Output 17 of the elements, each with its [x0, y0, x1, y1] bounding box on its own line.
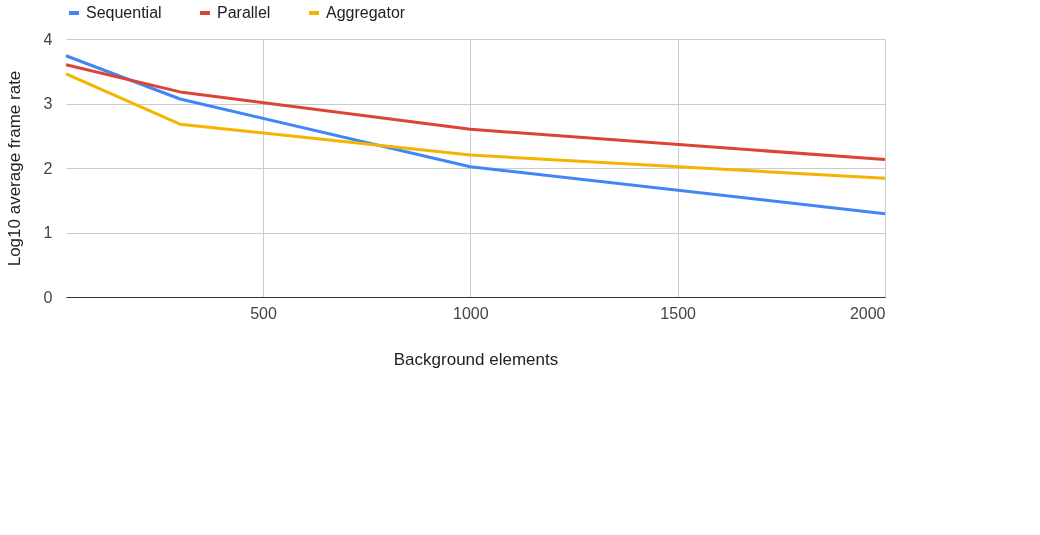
x-tick-label: 1500	[660, 304, 697, 322]
legend-label: Aggregator	[326, 4, 406, 21]
x-tick-label: 2000	[849, 304, 886, 322]
y-tick-label: 1	[43, 224, 53, 241]
line-series	[64, 54, 887, 216]
x-axis-title: Background elements	[393, 349, 559, 369]
y-tick-label: 2	[43, 159, 53, 177]
legend-label: Sequential	[86, 4, 162, 21]
x-tick-label: 500	[250, 304, 277, 322]
y-tick-label: 3	[43, 95, 53, 112]
y-tick-label: 4	[43, 30, 53, 48]
line-series	[64, 72, 887, 180]
y-axis-title: Log10 average frame rate	[4, 70, 24, 267]
x-tick-label: 1000	[453, 304, 489, 322]
legend-label: Parallel	[217, 4, 271, 21]
line-series	[64, 63, 887, 162]
y-tick-label: 0	[43, 288, 53, 306]
